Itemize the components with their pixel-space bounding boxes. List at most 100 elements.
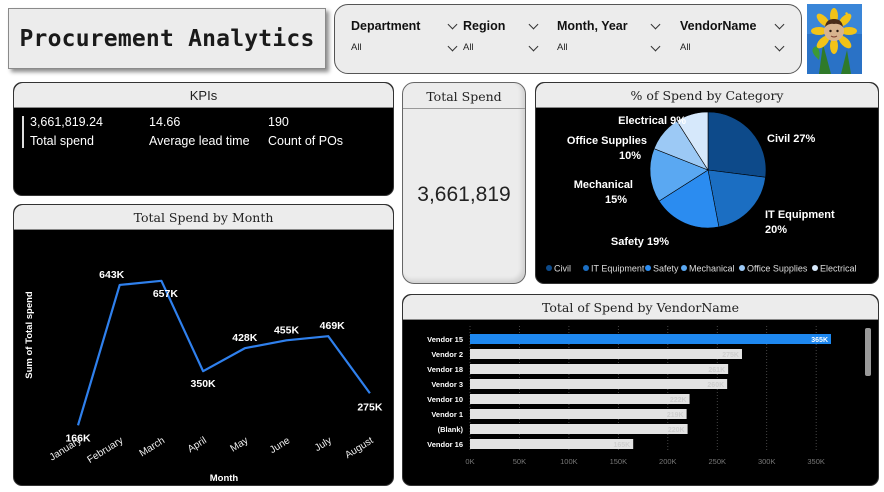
- spend-by-month-panel: Total Spend by Month 166K 643K 657K 350K 428…: [13, 204, 394, 486]
- pie-label-electrical: Electrical 9%: [618, 115, 686, 127]
- vendor-label: Vendor 2: [431, 350, 463, 359]
- report-title: Procurement Analytics: [19, 25, 315, 52]
- spend-by-vendor-panel: Total of Spend by VendorName 0K 50K 100K 15…: [402, 294, 879, 486]
- total-spend-card-title: Total Spend: [403, 83, 525, 109]
- kpi-average-lead-time-label: Average lead time: [149, 134, 250, 148]
- vendor-label: (Blank): [438, 425, 464, 434]
- spend-by-month-title: Total Spend by Month: [14, 205, 393, 230]
- line-data-label: 350K: [191, 378, 217, 390]
- chevron-down-icon[interactable]: [447, 41, 458, 52]
- x-tick-label: 150K: [610, 457, 628, 466]
- chevron-down-icon[interactable]: [650, 19, 661, 30]
- legend-item-electrical[interactable]: Electrical: [812, 264, 857, 274]
- pie-slice-mechanical[interactable]: [649, 148, 709, 202]
- legend-item-mechanical[interactable]: Mechanical: [681, 264, 735, 274]
- svg-text:Mechanical: Mechanical: [689, 264, 735, 274]
- line-data-label: 455K: [274, 324, 300, 336]
- legend-item-safety[interactable]: Safety: [645, 264, 679, 274]
- legend-item-it-equipment[interactable]: IT Equipment: [583, 264, 645, 274]
- spend-by-category-panel: % of Spend by Category Civil 27% IT Equip…: [535, 82, 879, 284]
- department-slicer-label: Department: [351, 19, 421, 33]
- x-tick-label: June: [268, 435, 293, 456]
- svg-text:Office Supplies: Office Supplies: [747, 264, 808, 274]
- month-year-slicer-value[interactable]: All: [557, 42, 568, 53]
- vendor-name-slicer-label: VendorName: [680, 19, 757, 33]
- region-slicer-label: Region: [463, 19, 506, 33]
- region-slicer-value[interactable]: All: [463, 42, 474, 53]
- vendor-bar[interactable]: [470, 439, 634, 449]
- pie-label-office-supplies: Office Supplies 10%: [567, 135, 647, 162]
- chevron-down-icon[interactable]: [528, 19, 539, 30]
- vendor-bar[interactable]: [470, 334, 831, 344]
- vendor-bar[interactable]: [470, 394, 690, 404]
- vendor-bar[interactable]: [470, 364, 729, 374]
- x-tick-label: 0K: [465, 457, 474, 466]
- vendor-label: Vendor 16: [427, 440, 463, 449]
- department-slicer-value[interactable]: All: [351, 42, 362, 53]
- vendor-bar-value: 220K: [668, 427, 685, 434]
- x-tick-label: 200K: [659, 457, 677, 466]
- line-data-label: 469K: [320, 320, 346, 332]
- x-tick-label: 250K: [708, 457, 726, 466]
- sunflower-portrait-image: [807, 4, 862, 74]
- svg-text:Safety: Safety: [653, 264, 679, 274]
- kpi-total-spend-value: 3,661,819.24: [30, 115, 103, 129]
- pie-slice-safety[interactable]: [658, 169, 720, 229]
- vendor-bar[interactable]: [470, 424, 688, 434]
- month-year-slicer[interactable]: Month, Year All: [557, 5, 667, 75]
- x-tick-label: July: [313, 435, 334, 454]
- pie-label-it-equipment: IT Equipment 20%: [765, 209, 835, 236]
- kpi-average-lead-time-value: 14.66: [149, 115, 181, 129]
- x-tick-label: March: [138, 435, 167, 459]
- line-data-label: 428K: [232, 332, 258, 344]
- vendor-bar-value: 261K: [708, 367, 725, 374]
- spend-by-month-line[interactable]: [76, 279, 371, 426]
- kpi-count-of-pos-value: 190: [268, 115, 289, 129]
- x-tick-label: 300K: [758, 457, 776, 466]
- month-year-slicer-label: Month, Year: [557, 19, 628, 33]
- total-spend-card[interactable]: Total Spend 3,661,819: [402, 82, 526, 284]
- x-tick-label: May: [229, 435, 251, 454]
- legend-item-civil[interactable]: Civil: [546, 264, 571, 274]
- vendor-bar[interactable]: [470, 379, 728, 389]
- chevron-down-icon[interactable]: [528, 41, 539, 52]
- line-data-label: 166K: [65, 432, 91, 444]
- chevron-down-icon[interactable]: [447, 19, 458, 30]
- x-tick-label: 350K: [807, 457, 825, 466]
- chevron-down-icon[interactable]: [650, 41, 661, 52]
- vendor-name-slicer[interactable]: VendorName All: [680, 5, 786, 75]
- chart-scrollbar[interactable]: [865, 328, 871, 376]
- pie-slice-it-equipment[interactable]: [707, 169, 766, 228]
- line-data-label: 643K: [99, 269, 125, 281]
- vendor-bar-value: 222K: [670, 397, 687, 404]
- vendor-name-slicer-value[interactable]: All: [680, 42, 691, 53]
- vendor-bar-value: 275K: [722, 352, 739, 359]
- spend-by-vendor-title: Total of Spend by VendorName: [403, 295, 878, 320]
- vendor-bar[interactable]: [470, 409, 687, 419]
- legend-item-office-supplies[interactable]: Office Supplies: [739, 264, 808, 274]
- vendor-label: Vendor 10: [427, 395, 463, 404]
- x-tick-label: 50K: [513, 457, 526, 466]
- pie-label-safety: Safety 19%: [611, 236, 669, 248]
- department-slicer[interactable]: Department All: [351, 5, 458, 75]
- vendor-label: Vendor 1: [431, 410, 463, 419]
- vendor-bar[interactable]: [470, 349, 742, 359]
- vendor-label: Vendor 15: [427, 335, 463, 344]
- vendor-bar-value: 219K: [667, 412, 684, 419]
- kpi-total-spend-label: Total spend: [30, 134, 94, 148]
- spend-by-category-chart[interactable]: Civil 27% IT Equipment 20% Mechanical 15% Off…: [536, 108, 879, 284]
- slicer-panel: Department All Region All Month, Year Al…: [334, 4, 802, 74]
- kpi-panel-title: KPIs: [14, 83, 393, 108]
- chevron-down-icon[interactable]: [774, 41, 785, 52]
- x-axis-title: Month: [210, 473, 239, 484]
- vendor-label: Vendor 18: [427, 365, 463, 374]
- pie-slice-civil[interactable]: [707, 111, 767, 178]
- kpi-count-of-pos-label: Count of POs: [268, 134, 344, 148]
- pie-slice-electrical[interactable]: [676, 111, 709, 172]
- chevron-down-icon[interactable]: [774, 19, 785, 30]
- x-tick-label: February: [86, 435, 126, 466]
- spend-by-vendor-chart[interactable]: 0K 50K 100K 150K 200K 250K 300K 350K Vendor 15 36…: [403, 320, 879, 486]
- region-slicer[interactable]: Region All: [463, 5, 543, 75]
- spend-by-category-title: % of Spend by Category: [536, 83, 878, 108]
